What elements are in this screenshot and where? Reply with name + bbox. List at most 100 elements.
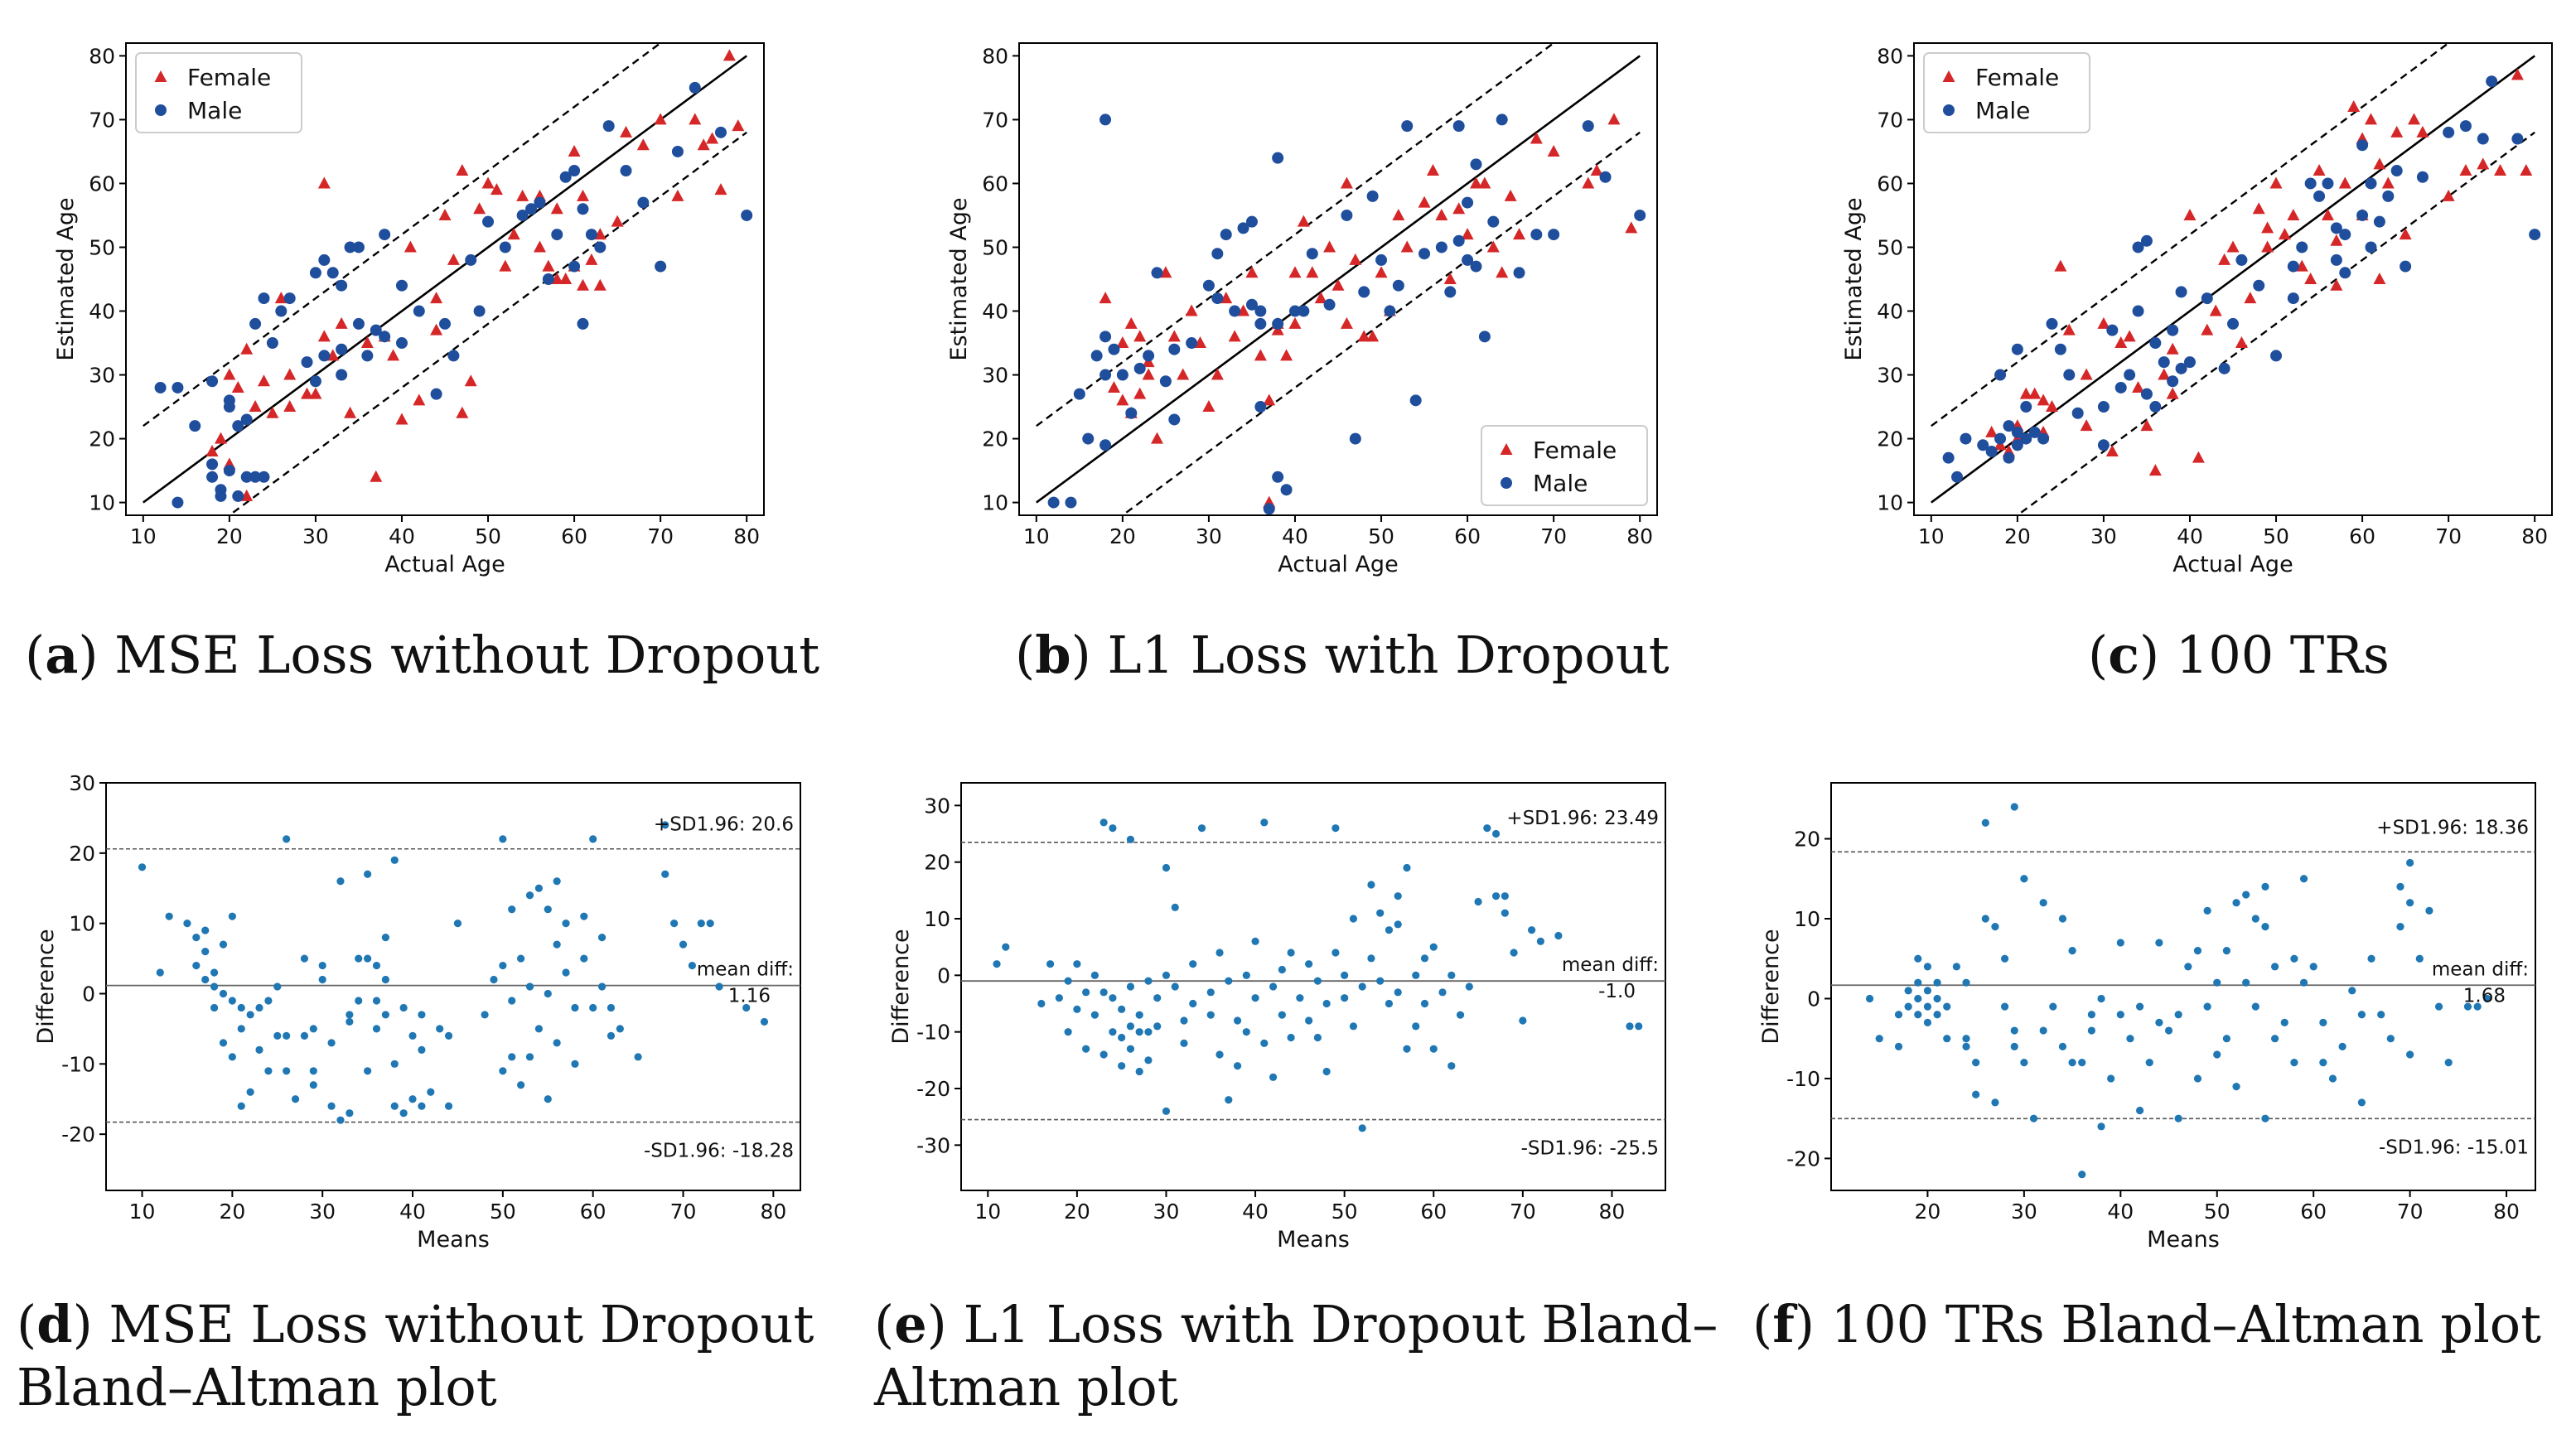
- male-point: [2365, 241, 2377, 253]
- female-point: [2477, 157, 2490, 170]
- female-point: [2287, 208, 2300, 220]
- male-point: [525, 203, 538, 215]
- male-point: [318, 350, 331, 362]
- male-point: [1272, 152, 1284, 164]
- female-point: [1099, 292, 1112, 304]
- legend-male-marker: [1501, 477, 1512, 489]
- y-tick-label: -20: [916, 1077, 950, 1101]
- ba-point: [1510, 949, 1518, 957]
- male-point: [2158, 356, 2170, 369]
- male-point: [1487, 215, 1500, 228]
- ba-point: [580, 954, 588, 963]
- ba-point: [1501, 909, 1509, 917]
- female-point: [2166, 342, 2179, 355]
- y-tick-label: -10: [1786, 1067, 1820, 1091]
- male-point: [1245, 298, 1258, 311]
- ba-point: [1894, 1011, 1903, 1019]
- female-point: [456, 406, 469, 418]
- male-point: [379, 229, 391, 241]
- ba-point: [1933, 978, 1941, 987]
- ba-point: [2425, 906, 2433, 915]
- y-tick-label: 40: [89, 300, 115, 324]
- male-point: [2287, 260, 2299, 273]
- ba-point: [336, 1116, 345, 1124]
- male-point: [671, 145, 684, 157]
- x-tick-label: 50: [490, 1200, 516, 1224]
- ba-point: [2136, 1002, 2144, 1011]
- female-point: [2148, 464, 2162, 476]
- female-point: [585, 253, 598, 265]
- male-point: [361, 350, 374, 362]
- ba-point: [1162, 971, 1171, 979]
- x-axis-label: Means: [2147, 1227, 2220, 1253]
- caption-f: (f) 100 TRs Bland–Altman plot: [1752, 1294, 2541, 1354]
- ba-point: [228, 997, 236, 1005]
- ba-point: [2184, 963, 2192, 971]
- ba-point: [1952, 963, 1960, 971]
- x-tick-label: 20: [219, 1200, 245, 1224]
- male-point: [2339, 267, 2351, 279]
- male-point: [2003, 451, 2015, 464]
- ba-point: [165, 912, 173, 920]
- male-point: [516, 209, 529, 221]
- ba-point: [1206, 988, 1215, 997]
- ba-point: [534, 884, 543, 892]
- female-point: [2269, 176, 2283, 189]
- male-point: [2201, 292, 2213, 305]
- ba-point: [553, 877, 561, 886]
- ba-point: [1349, 915, 1358, 923]
- ba-point: [1073, 960, 1081, 968]
- ba-point: [1126, 1045, 1135, 1053]
- male-point: [1462, 253, 1474, 266]
- male-point: [240, 471, 253, 483]
- ba-point: [1118, 1033, 1126, 1042]
- male-point: [1073, 388, 1085, 400]
- ba-point: [246, 1011, 254, 1019]
- ba-point: [436, 1025, 444, 1033]
- plot-area: [1036, 43, 1646, 515]
- x-tick-label: 20: [216, 524, 243, 548]
- y-tick-label: 50: [982, 235, 1008, 259]
- ba-point: [2357, 1011, 2366, 1019]
- male-point: [637, 196, 650, 209]
- ba-point: [372, 997, 381, 1005]
- ba-point: [679, 940, 688, 949]
- y-tick-label: 0: [937, 963, 950, 987]
- legend-label-female: Female: [187, 64, 271, 91]
- x-tick-label: 60: [2349, 524, 2375, 548]
- female-point: [697, 138, 710, 151]
- male-point: [1100, 439, 1112, 451]
- ba-point: [1394, 988, 1402, 997]
- ba-point: [2078, 1059, 2086, 1067]
- ba-point: [1875, 1035, 1883, 1043]
- ba-point: [1474, 897, 1482, 906]
- caption-c: (c) 100 TRs: [2088, 625, 2390, 685]
- ba-point: [1403, 863, 1411, 872]
- male-point: [370, 324, 382, 336]
- lower-band-line: [2015, 131, 2535, 515]
- male-point: [1090, 350, 1103, 362]
- male-point: [2097, 439, 2110, 451]
- male-point: [283, 292, 296, 305]
- female-point: [1116, 393, 1129, 406]
- ba-point: [525, 982, 534, 991]
- female-point: [283, 368, 297, 380]
- lower-limit-label: -SD1.96: -15.01: [2379, 1137, 2529, 1158]
- ba-point: [2251, 1002, 2259, 1011]
- y-tick-label: 10: [924, 907, 950, 931]
- female-point: [1159, 266, 1172, 278]
- ba-point: [2107, 1074, 2115, 1083]
- ba-point: [2020, 1059, 2028, 1067]
- ba-point: [2174, 1114, 2182, 1122]
- male-point: [154, 381, 167, 393]
- male-point: [1384, 305, 1396, 317]
- ba-point: [210, 968, 219, 977]
- ba-point: [1923, 963, 1932, 971]
- female-point: [1185, 304, 1198, 316]
- ba-point: [2309, 963, 2317, 971]
- ba-point: [2000, 954, 2009, 963]
- male-point: [2175, 362, 2187, 374]
- ba-point: [1322, 1067, 1331, 1076]
- female-point: [430, 292, 443, 304]
- ba-point: [1251, 937, 1259, 945]
